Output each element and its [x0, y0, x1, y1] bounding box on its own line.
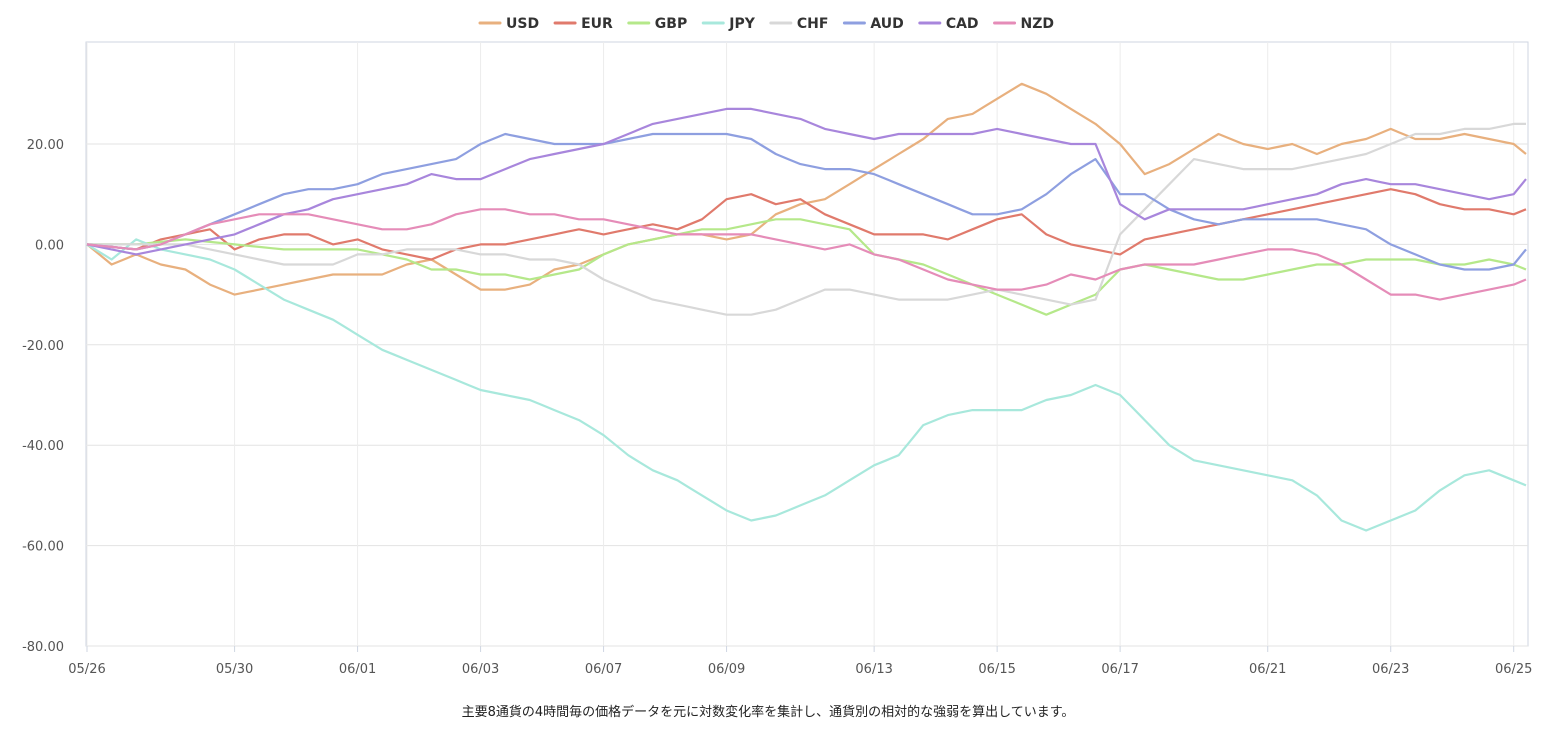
y-tick-label: -80.00 — [22, 640, 64, 655]
legend-item-chf[interactable]: CHF — [769, 16, 829, 32]
series-line-usd[interactable] — [86, 82, 1527, 296]
chart-caption: 主要8通貨の4時間毎の価格データを元に対数変化率を集計し、通貨別の相対的な強弱を… — [462, 704, 1075, 720]
legend-item-usd[interactable]: USD — [478, 16, 539, 32]
series-lines — [86, 82, 1527, 532]
x-tick-label: 05/26 — [68, 662, 105, 677]
series-line-jpy[interactable] — [86, 238, 1527, 532]
legend-label: NZD — [1021, 16, 1055, 32]
legend-label: AUD — [870, 16, 903, 32]
x-tick-label: 06/23 — [1372, 662, 1409, 677]
x-tick-label: 05/30 — [216, 662, 253, 677]
legend-label: GBP — [655, 16, 687, 32]
legend-label: CHF — [797, 16, 829, 32]
legend: USD EUR GBP JPY CHF AUD CAD NZD — [478, 16, 1055, 32]
x-tick-label: 06/09 — [708, 662, 745, 677]
legend-item-gbp[interactable]: GBP — [627, 16, 687, 32]
y-tick-label: -60.00 — [22, 540, 64, 555]
series-line-gbp[interactable] — [87, 218, 1527, 316]
series-line-cad[interactable] — [86, 107, 1527, 256]
x-tick-label: 06/17 — [1101, 662, 1138, 677]
x-tick-label: 06/25 — [1495, 662, 1532, 677]
legend-label: EUR — [581, 16, 613, 32]
series-line-chf[interactable] — [87, 122, 1526, 316]
x-tick-label: 06/21 — [1249, 662, 1286, 677]
grid — [85, 41, 1529, 647]
x-axis: 05/26 05/30 06/01 06/03 06/07 06/09 06/13 06/15… — [68, 646, 1532, 677]
legend-item-aud[interactable]: AUD — [842, 16, 904, 32]
legend-label: JPY — [728, 16, 755, 32]
x-tick-label: 06/01 — [339, 662, 376, 677]
plot-area — [85, 41, 1529, 647]
x-tick-label: 06/13 — [855, 662, 892, 677]
y-tick-label: -20.00 — [22, 339, 64, 354]
y-tick-label: -40.00 — [22, 439, 64, 454]
legend-item-jpy[interactable]: JPY — [701, 16, 756, 32]
y-tick-label: 0.00 — [35, 238, 64, 253]
y-axis: 20.00 0.00 -20.00 -40.00 -60.00 -80.00 — [22, 138, 64, 655]
series-line-eur[interactable] — [86, 188, 1527, 261]
legend-item-cad[interactable]: CAD — [918, 16, 979, 32]
series-line-aud[interactable] — [86, 132, 1527, 271]
legend-label: CAD — [946, 16, 979, 32]
legend-label: USD — [506, 16, 539, 32]
x-tick-label: 06/07 — [585, 662, 622, 677]
y-tick-label: 20.00 — [27, 138, 64, 153]
series-line-nzd[interactable] — [86, 208, 1527, 301]
legend-item-eur[interactable]: EUR — [553, 16, 613, 32]
legend-item-nzd[interactable]: NZD — [993, 16, 1055, 32]
x-tick-label: 06/03 — [462, 662, 499, 677]
x-tick-label: 06/15 — [978, 662, 1015, 677]
